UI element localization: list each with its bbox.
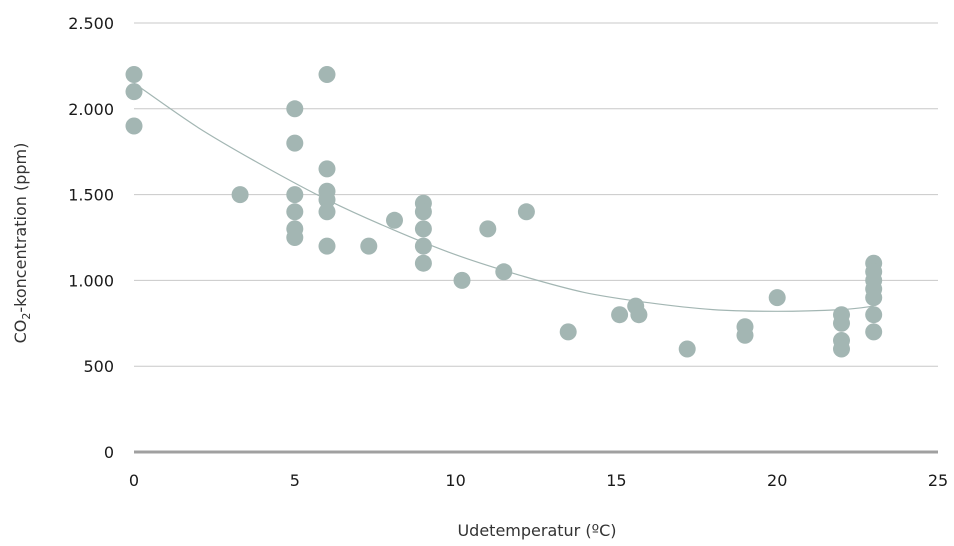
data-point — [559, 323, 577, 341]
y-axis-title-rest: -koncentration (ppm) — [11, 143, 30, 313]
trendline-group — [133, 82, 874, 312]
y-tick-label: 500 — [83, 357, 114, 376]
data-point — [286, 134, 304, 152]
gridlines — [134, 22, 938, 454]
data-point — [286, 186, 304, 204]
y-tick-label: 1.500 — [68, 186, 114, 205]
data-point — [495, 263, 513, 281]
x-axis-ticks: 0 5 10 15 20 25 — [129, 471, 948, 490]
x-tick-label: 20 — [767, 471, 787, 490]
y-axis-title-subscript: 2 — [20, 313, 33, 320]
data-point — [231, 186, 249, 204]
data-point — [318, 191, 336, 209]
y-tick-label: 2.500 — [68, 14, 114, 33]
data-point — [630, 306, 648, 324]
data-point — [286, 203, 304, 221]
data-points — [125, 66, 883, 358]
data-point — [678, 340, 696, 358]
data-point — [318, 237, 336, 255]
y-axis-ticks: 0 500 1.000 1.500 2.000 2.500 — [68, 14, 114, 462]
data-point — [517, 203, 535, 221]
data-point — [611, 306, 629, 324]
y-tick-label: 2.000 — [68, 100, 114, 119]
trendline — [133, 82, 874, 312]
data-point — [736, 326, 754, 344]
x-tick-label: 10 — [445, 471, 465, 490]
data-point — [414, 254, 432, 272]
data-point — [318, 160, 336, 178]
data-point — [360, 237, 378, 255]
data-point — [125, 66, 143, 83]
data-point — [125, 117, 143, 135]
data-point — [833, 340, 850, 358]
data-point — [414, 203, 432, 221]
data-point — [833, 314, 850, 332]
data-point — [125, 83, 143, 101]
data-point — [414, 237, 432, 255]
y-axis-title: CO2-koncentration (ppm) — [11, 143, 33, 344]
y-axis-title-main: CO — [11, 320, 30, 344]
x-tick-label: 0 — [129, 471, 139, 490]
data-point — [318, 66, 336, 83]
data-point — [414, 220, 432, 238]
data-point — [286, 229, 304, 246]
data-point — [286, 100, 304, 118]
y-tick-label: 0 — [104, 443, 114, 462]
data-point — [479, 220, 497, 238]
data-point — [386, 211, 403, 229]
y-tick-label: 1.000 — [68, 271, 114, 290]
x-axis-title: Udetemperatur (ºC) — [457, 521, 616, 540]
x-tick-label: 25 — [928, 471, 948, 490]
x-tick-label: 5 — [290, 471, 300, 490]
data-point — [453, 271, 471, 289]
data-point — [865, 306, 883, 324]
data-point — [865, 289, 883, 307]
data-point — [318, 203, 336, 221]
x-tick-label: 15 — [606, 471, 626, 490]
data-point — [865, 323, 883, 341]
data-point — [768, 289, 786, 307]
